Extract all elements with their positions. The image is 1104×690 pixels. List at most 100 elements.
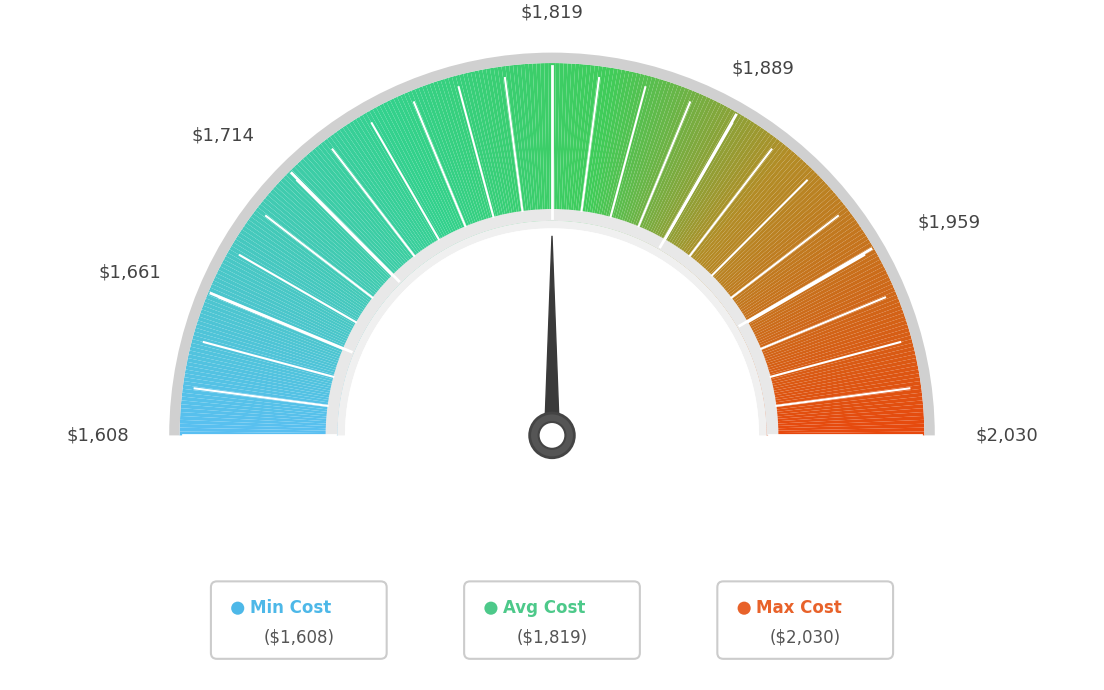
Wedge shape	[182, 385, 340, 408]
Wedge shape	[195, 324, 348, 373]
Wedge shape	[592, 70, 626, 225]
Wedge shape	[181, 397, 339, 415]
Wedge shape	[210, 284, 357, 351]
Text: $2,030: $2,030	[975, 426, 1038, 444]
Wedge shape	[224, 256, 364, 334]
Text: ($1,819): ($1,819)	[517, 629, 587, 647]
Wedge shape	[659, 113, 742, 250]
Wedge shape	[614, 79, 664, 230]
Wedge shape	[187, 362, 342, 395]
Wedge shape	[184, 369, 341, 400]
Wedge shape	[198, 317, 349, 369]
Wedge shape	[342, 126, 433, 258]
Wedge shape	[766, 420, 924, 428]
Wedge shape	[222, 259, 363, 336]
Wedge shape	[729, 223, 860, 315]
Wedge shape	[762, 358, 917, 393]
Wedge shape	[766, 416, 924, 426]
Wedge shape	[306, 153, 412, 275]
Wedge shape	[722, 207, 849, 306]
Wedge shape	[703, 172, 818, 286]
Wedge shape	[240, 229, 373, 319]
Wedge shape	[300, 159, 408, 277]
Wedge shape	[233, 239, 370, 324]
Wedge shape	[620, 83, 675, 233]
Wedge shape	[766, 404, 923, 420]
Wedge shape	[649, 104, 724, 246]
Wedge shape	[404, 92, 469, 239]
Wedge shape	[574, 65, 595, 222]
Wedge shape	[267, 192, 390, 297]
Wedge shape	[563, 63, 575, 221]
Wedge shape	[687, 146, 789, 270]
Wedge shape	[452, 76, 497, 229]
Wedge shape	[180, 408, 338, 422]
Wedge shape	[202, 306, 351, 363]
Wedge shape	[747, 284, 894, 351]
Wedge shape	[565, 63, 580, 221]
Wedge shape	[657, 111, 739, 250]
Wedge shape	[478, 70, 512, 225]
Wedge shape	[475, 70, 510, 226]
Wedge shape	[755, 317, 906, 369]
Wedge shape	[486, 68, 517, 224]
Wedge shape	[183, 377, 340, 404]
Wedge shape	[707, 177, 824, 288]
Wedge shape	[390, 99, 460, 242]
Wedge shape	[647, 102, 721, 244]
FancyBboxPatch shape	[718, 582, 893, 659]
Wedge shape	[705, 175, 820, 287]
Wedge shape	[498, 66, 523, 224]
Wedge shape	[205, 295, 353, 357]
Wedge shape	[297, 161, 406, 279]
Wedge shape	[698, 161, 807, 279]
Wedge shape	[212, 280, 357, 348]
Wedge shape	[646, 100, 718, 244]
Wedge shape	[578, 66, 603, 223]
Wedge shape	[192, 335, 346, 380]
Wedge shape	[380, 104, 455, 246]
Wedge shape	[200, 309, 350, 365]
Wedge shape	[683, 141, 784, 267]
Wedge shape	[232, 242, 369, 326]
Wedge shape	[603, 74, 645, 228]
Wedge shape	[355, 117, 440, 253]
Wedge shape	[213, 277, 358, 346]
Wedge shape	[320, 141, 421, 267]
Wedge shape	[180, 428, 338, 433]
Wedge shape	[230, 246, 368, 328]
Text: $1,889: $1,889	[731, 59, 794, 77]
Wedge shape	[286, 172, 401, 286]
Wedge shape	[735, 242, 872, 326]
Wedge shape	[763, 366, 919, 397]
Wedge shape	[365, 111, 447, 250]
Text: ($2,030): ($2,030)	[769, 629, 841, 647]
Wedge shape	[696, 159, 804, 277]
Wedge shape	[556, 63, 564, 221]
Wedge shape	[246, 219, 378, 313]
Wedge shape	[731, 229, 864, 319]
Wedge shape	[185, 366, 341, 397]
Wedge shape	[761, 346, 914, 386]
Wedge shape	[346, 123, 435, 257]
Wedge shape	[509, 65, 530, 222]
Wedge shape	[637, 94, 703, 239]
Wedge shape	[766, 431, 924, 435]
Wedge shape	[726, 219, 858, 313]
Wedge shape	[352, 119, 439, 255]
Wedge shape	[540, 63, 548, 221]
Wedge shape	[723, 210, 851, 308]
Wedge shape	[639, 95, 707, 240]
Text: $1,714: $1,714	[191, 126, 254, 144]
Wedge shape	[225, 253, 365, 332]
Wedge shape	[532, 63, 543, 221]
Wedge shape	[762, 362, 917, 395]
Circle shape	[539, 422, 565, 448]
Wedge shape	[753, 306, 902, 363]
Wedge shape	[667, 121, 755, 255]
Wedge shape	[412, 89, 473, 237]
Wedge shape	[470, 71, 508, 226]
Wedge shape	[429, 83, 484, 233]
Wedge shape	[248, 217, 379, 311]
Circle shape	[737, 602, 751, 615]
